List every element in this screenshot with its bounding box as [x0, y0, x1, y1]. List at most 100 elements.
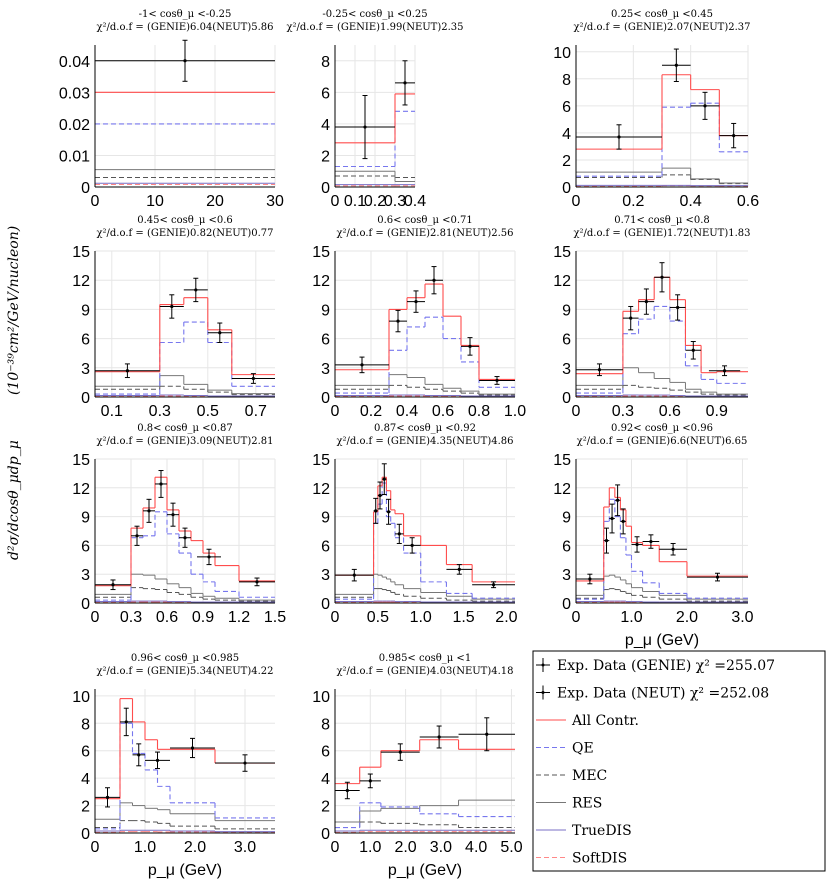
data-point-marker	[644, 300, 648, 304]
x-tick-label: 20	[206, 193, 224, 210]
data-point-marker	[414, 300, 418, 304]
data-point-marker	[495, 378, 499, 383]
y-tick-label: 0.04	[59, 54, 90, 71]
data-point-marker	[105, 795, 110, 799]
data-point	[132, 743, 145, 767]
data-point	[179, 527, 191, 548]
y-tick-label: 6	[562, 538, 571, 555]
panel-title-line1: 0.985< cosθ_μ <1	[379, 653, 471, 664]
y-tick-label: 2	[81, 799, 90, 816]
y-tick-label: 15	[72, 452, 90, 469]
data-point	[690, 91, 720, 120]
y-tick-label: 3	[321, 567, 330, 584]
panel-title-line2: χ²/d.o.f = (GENIE)5.34(NEUT)4.22	[96, 666, 273, 677]
x-tick-label: 0.7	[245, 403, 267, 420]
legend-box	[532, 650, 826, 872]
x-tick-label: 0.1	[344, 193, 366, 210]
y-tick-label: 0	[321, 390, 330, 407]
y-tick-label: 9	[81, 302, 90, 319]
y-tick-label: 4	[81, 771, 90, 788]
x-tick-label: 10	[146, 193, 164, 210]
y-tick-label: 15	[312, 244, 330, 261]
data-point	[654, 262, 670, 293]
panel-title-line1: 0.92< cosθ_μ <0.96	[611, 423, 713, 434]
legend-entry-res: RES	[536, 796, 602, 812]
y-tick-label: 6	[81, 332, 90, 349]
x-tick-label: 0.3	[612, 403, 634, 420]
y-tick-label: 4	[321, 771, 330, 788]
data-point-marker	[629, 316, 633, 320]
data-point-marker	[597, 368, 602, 372]
y-tick-label: 0	[562, 596, 571, 613]
data-point	[95, 579, 131, 591]
data-point	[335, 94, 395, 160]
panel-9: 0 1.0 2.0 3.0 0 3 6 9 12 15 0.92< cosθ_μ <0.96 χ²/d…	[553, 423, 753, 649]
y-tick-label: 0	[81, 180, 90, 197]
data-point-marker	[485, 732, 489, 736]
y-tick-label: 0	[81, 826, 90, 843]
data-point-marker	[135, 534, 139, 538]
x-tick-label: 0.4	[680, 193, 702, 210]
data-point	[215, 754, 275, 772]
data-point-marker	[703, 104, 707, 108]
data-point-marker	[722, 369, 727, 373]
legend-label-neut: Exp. Data (NEUT) χ² =252.08	[557, 686, 769, 702]
data-point-marker	[147, 509, 151, 513]
data-point	[708, 365, 741, 377]
x-tick-label: 3.0	[731, 609, 753, 626]
data-point-marker	[137, 753, 141, 757]
x-tick-label: 0	[331, 839, 340, 856]
data-point	[395, 523, 404, 544]
data-point-marker	[491, 583, 496, 587]
y-tick-label: 9	[81, 510, 90, 527]
x-tick-label: 0	[331, 609, 340, 626]
data-point	[335, 356, 389, 374]
data-point	[576, 363, 623, 377]
legend-marker-dot	[541, 663, 545, 667]
x-tick-label: 0.3	[384, 193, 406, 210]
data-point-marker	[621, 519, 625, 524]
data-point	[207, 322, 232, 343]
data-point-marker	[410, 543, 414, 548]
data-point	[620, 508, 626, 535]
panel-title-line2: χ²/d.o.f = (GENIE)2.81(NEUT)2.56	[336, 228, 513, 239]
data-point	[381, 463, 387, 496]
y-tick-label: 3	[81, 361, 90, 378]
y-tick-label: 15	[72, 244, 90, 261]
y-tick-label: 9	[562, 510, 571, 527]
x-tick-label: 0	[331, 403, 340, 420]
data-point	[609, 503, 615, 534]
data-point	[603, 527, 610, 554]
data-point-marker	[378, 493, 382, 498]
x-tick-label: 0.6	[659, 403, 681, 420]
data-point	[395, 60, 415, 106]
y-tick-label: 3	[321, 361, 330, 378]
data-point	[95, 787, 120, 808]
data-point	[446, 564, 473, 575]
x-tick-label: 0.5	[197, 403, 219, 420]
x-tick-label: 2.0	[394, 839, 416, 856]
data-point	[479, 376, 515, 385]
data-point	[231, 373, 275, 384]
data-point-marker	[183, 536, 187, 540]
x-tick-label: 0.1	[101, 403, 123, 420]
legend-label-qe: QE	[572, 741, 594, 757]
data-point-marker	[616, 498, 620, 502]
data-point	[159, 294, 184, 319]
legend-label-all: All Contr.	[571, 713, 639, 729]
data-point-marker	[437, 735, 441, 739]
x-axis-label: p_μ (GeV)	[148, 862, 222, 879]
data-point-marker	[345, 788, 349, 793]
data-point-marker	[676, 305, 680, 310]
y-tick-label: 9	[321, 510, 330, 527]
y-tick-label: 6	[321, 538, 330, 555]
legend-label-mec: MEC	[572, 768, 607, 784]
legend-label-res: RES	[572, 796, 602, 812]
data-point	[669, 294, 686, 321]
data-point	[686, 572, 748, 582]
data-point	[576, 573, 604, 585]
data-point-marker	[183, 59, 187, 63]
y-tick-label: 12	[553, 481, 571, 498]
data-point-marker	[617, 135, 621, 139]
data-point	[131, 525, 143, 546]
